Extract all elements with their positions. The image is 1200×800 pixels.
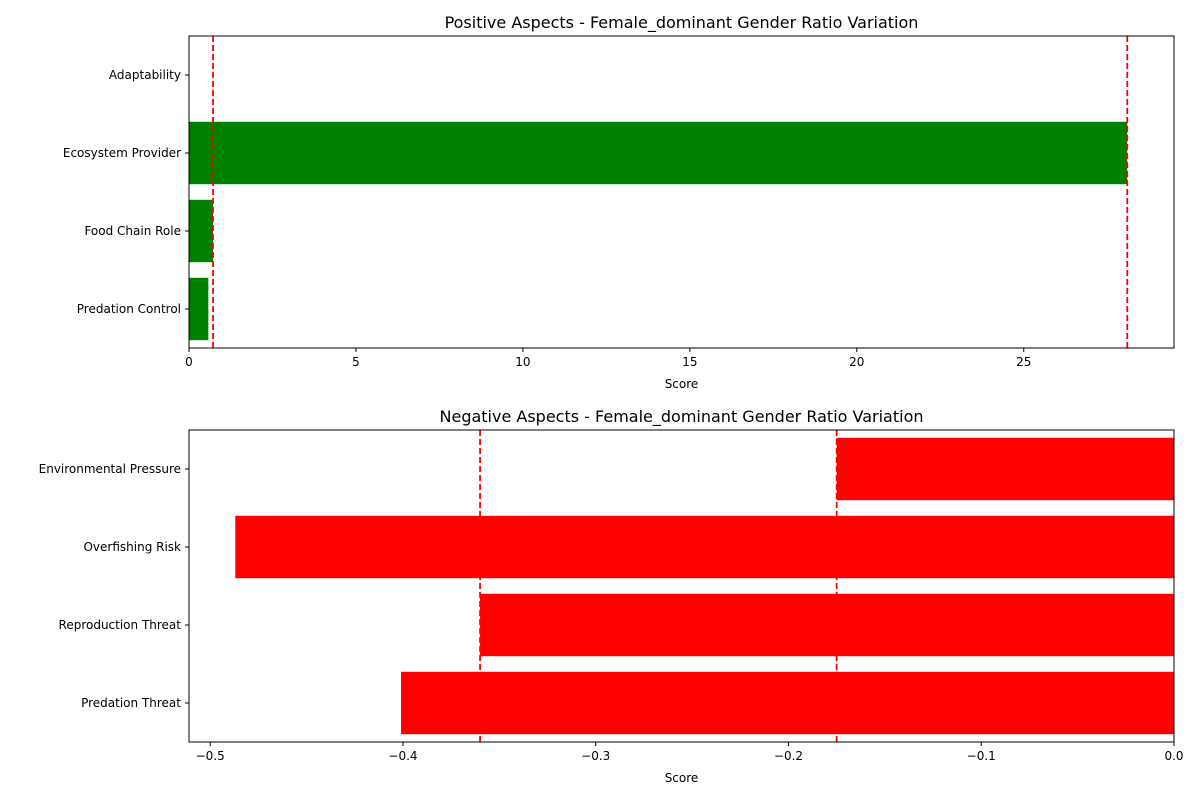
chart-panel-1: Adaptability Ecosystem Provider Food Chain…	[63, 13, 1175, 391]
x-axis-label: Score	[665, 377, 699, 391]
bar-ecosystem-provider	[189, 121, 1128, 185]
x-tick-label: 0.0	[1164, 749, 1183, 763]
x-tick-label: 0	[185, 355, 193, 369]
bar-overfishing-risk	[235, 515, 1175, 579]
x-tick-label: −0.3	[581, 749, 610, 763]
y-tick-label: Overfishing Risk	[83, 540, 181, 554]
x-tick-label: 5	[352, 355, 360, 369]
x-tick-label: 15	[682, 355, 697, 369]
y-tick-label: Environmental Pressure	[39, 462, 181, 476]
y-tick-label: Food Chain Role	[84, 224, 181, 238]
bar-environmental-pressure	[836, 437, 1174, 501]
x-tick-label: −0.5	[196, 749, 225, 763]
bar-predation-threat	[401, 671, 1174, 735]
y-tick-label: Adaptability	[109, 68, 181, 82]
plot-frame	[188, 35, 1175, 349]
x-tick-label: 10	[515, 355, 530, 369]
x-axis-label: Score	[665, 771, 699, 785]
plot-frame	[188, 429, 1175, 743]
y-tick-label: Predation Control	[77, 302, 181, 316]
x-tick-label: 20	[849, 355, 864, 369]
bar-predation-control	[189, 277, 209, 341]
x-tick-label: −0.2	[774, 749, 803, 763]
chart-title: Positive Aspects - Female_dominant Gende…	[445, 13, 919, 33]
bar-food-chain-role	[189, 199, 214, 263]
bar-reproduction-threat	[480, 593, 1174, 657]
y-tick-label: Predation Threat	[81, 696, 181, 710]
x-tick-label: −0.4	[388, 749, 417, 763]
chart-title: Negative Aspects - Female_dominant Gende…	[440, 407, 924, 427]
x-tick-label: 25	[1016, 355, 1031, 369]
y-tick-label: Ecosystem Provider	[63, 146, 181, 160]
y-tick-label: Reproduction Threat	[59, 618, 182, 632]
chart-panel-2: Environmental Pressure Overfishing Risk Re…	[39, 407, 1184, 785]
x-tick-label: −0.1	[967, 749, 996, 763]
